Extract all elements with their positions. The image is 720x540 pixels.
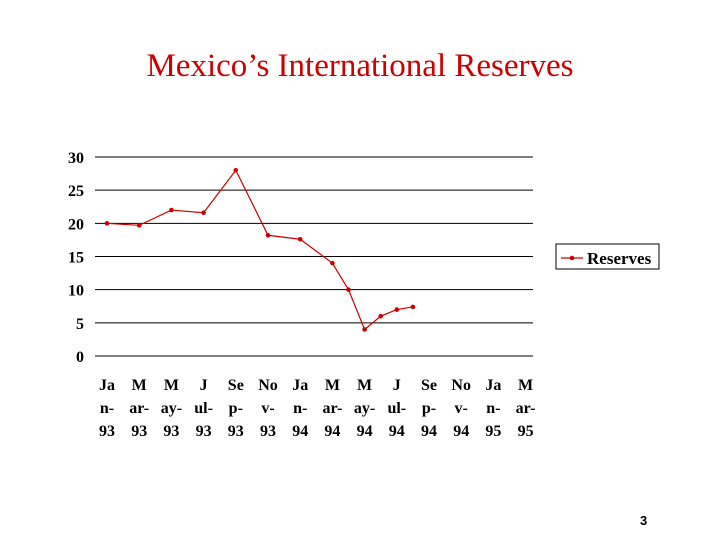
data-point <box>169 207 174 213</box>
legend-marker <box>569 255 575 261</box>
x-tick-label: No v-93 <box>258 377 278 440</box>
page-number: 3 <box>640 513 648 528</box>
data-point <box>330 260 335 266</box>
x-tick-label: No v-94 <box>451 377 471 440</box>
series-layer <box>104 167 416 332</box>
y-tick-label: 0 <box>76 349 84 366</box>
data-point <box>136 223 142 228</box>
data-point <box>378 313 384 319</box>
x-tick-label: Ja n-94 <box>292 377 308 440</box>
y-tick-label: 30 <box>68 150 84 167</box>
data-point <box>346 287 351 292</box>
data-point <box>297 236 303 242</box>
slide-title: Mexico’s International Reserves <box>146 48 574 84</box>
legend-box <box>555 243 660 270</box>
x-tick-label: Se p-93 <box>228 377 244 440</box>
grid-layer <box>95 156 533 357</box>
y-axis-ticks: 0 5 10 15 20 25 30 <box>68 150 84 366</box>
data-point <box>104 221 110 226</box>
data-point <box>410 304 416 310</box>
x-tick-label: Ja n-93 <box>99 377 115 440</box>
data-point <box>394 307 400 312</box>
data-point <box>265 232 271 238</box>
x-tick-label: Se p-94 <box>421 377 437 440</box>
legend: Reserves <box>555 243 660 270</box>
y-tick-label: 5 <box>76 316 84 333</box>
data-point <box>201 210 206 216</box>
data-point <box>362 327 367 332</box>
data-point <box>233 167 239 173</box>
y-tick-label: 10 <box>68 283 84 300</box>
y-tick-label: 20 <box>68 216 84 233</box>
y-tick-label: 25 <box>68 183 84 200</box>
x-tick-label: Ja n-95 <box>485 377 501 440</box>
x-axis-ticks: Ja n-93 M ar-93 M ay-93 J ul-93 Se p-93 No v-93 Ja n-… <box>99 377 536 440</box>
y-tick-label: 15 <box>68 250 84 267</box>
legend-label: Reserves <box>587 249 652 268</box>
series-line-reserves <box>106 169 413 331</box>
